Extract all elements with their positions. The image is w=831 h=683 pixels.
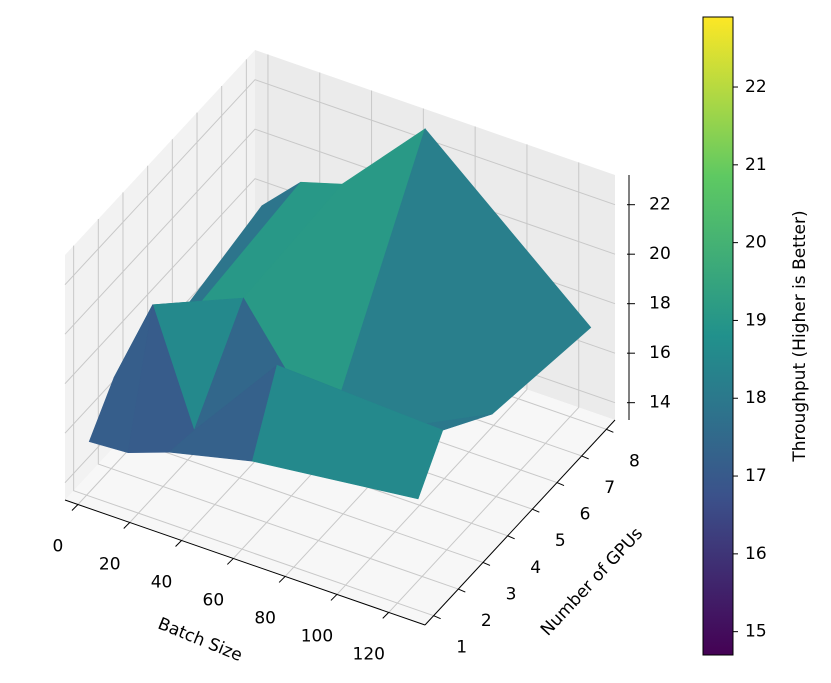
surface-face [251,364,444,500]
y-tick-label: 7 [604,478,615,498]
x-tick [123,522,131,529]
x-tick-label: 120 [353,644,385,664]
x-tick [382,612,390,619]
grid-line [388,162,580,613]
x-axis-label: Batch Size [155,614,245,666]
y-axis [424,419,616,626]
colorbar-tick-label: 21 [745,155,767,175]
z-tick-label: 20 [649,244,671,264]
colorbar [702,16,734,656]
grid-line [73,245,434,617]
colorbar-tick-label: 19 [745,310,767,330]
colorbar-tick-label: 20 [745,233,767,253]
y-tick [556,482,565,487]
y-tick [458,588,466,593]
y-tick [433,615,441,620]
grid-line [336,144,528,595]
x-tick [71,504,79,511]
y-tick-label: 6 [580,505,591,525]
x-tick-label: 80 [254,608,276,628]
grid-line [97,219,459,590]
x-tick-label: 40 [151,572,173,592]
x-tick [226,558,234,565]
z-tick-label: 14 [649,393,671,413]
x-tick-label: 60 [203,590,225,610]
y-tick-label: 8 [629,451,640,471]
y-tick [482,561,491,566]
y-tick-label: 5 [555,531,566,551]
colorbar-tick-label: 18 [745,388,767,408]
z-tick-label: 22 [649,195,671,215]
y-tick [507,535,515,540]
x-tick [175,540,182,547]
y-tick [606,428,614,433]
plot-area [64,50,635,626]
y-tick-label: 2 [481,611,492,631]
x-tick [278,576,286,583]
colorbar-tick-label: 22 [745,77,767,97]
x-tick [330,594,338,601]
z-tick-label: 16 [649,343,671,363]
z-tick-label: 18 [649,294,671,314]
x-axis [64,499,426,626]
y-axis-label: Number of GPUs [537,524,647,640]
colorbar-tick-label: 15 [745,622,767,642]
colorbar-tick-label: 16 [745,544,767,564]
y-tick-label: 3 [506,584,517,604]
x-tick-label: 20 [99,554,121,574]
y-tick [532,508,540,513]
grid-line [64,79,616,286]
x-tick-label: 100 [301,626,333,646]
colorbar-tick-label: 17 [745,466,767,486]
colorbar-label: Throughput (Higher is Better) [790,210,810,462]
y-tick [581,455,589,460]
y-tick-label: 1 [456,638,467,658]
y-tick-label: 4 [530,558,541,578]
x-tick-label: 0 [53,536,64,556]
